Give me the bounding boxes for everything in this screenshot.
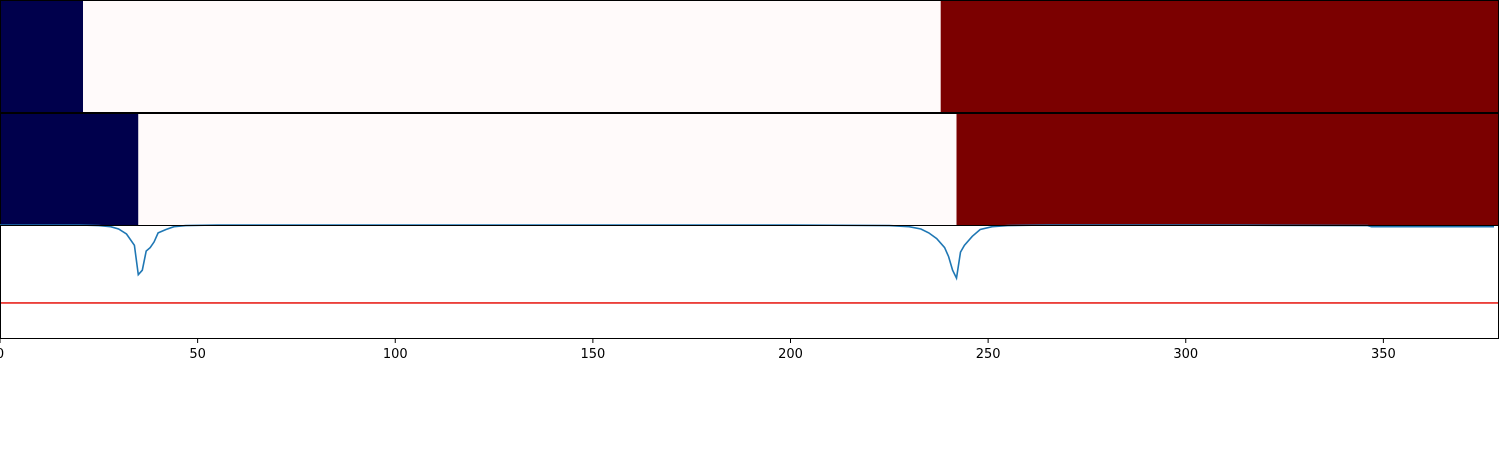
heatmap-band-1-1 xyxy=(138,113,957,225)
heatmap-panel-middle xyxy=(0,113,1499,226)
heatmap-band-0-1 xyxy=(83,0,941,112)
heatmap-band-1-0 xyxy=(0,113,139,225)
x-tick-label-350: 350 xyxy=(1371,347,1396,362)
x-tick-label-50: 50 xyxy=(189,347,206,362)
x-tick-label-300: 300 xyxy=(1173,347,1198,362)
heatmap-band-0-0 xyxy=(0,0,84,112)
x-tick-label-0: 0 xyxy=(0,347,4,362)
panel-frame-0 xyxy=(0,0,1499,113)
line-panel-bottom xyxy=(0,224,1499,339)
x-tick-label-100: 100 xyxy=(383,347,408,362)
heatmap-panel-top xyxy=(0,0,1499,113)
series-line-0 xyxy=(0,224,1494,281)
x-tick-label-250: 250 xyxy=(976,347,1001,362)
x-tick-label-150: 150 xyxy=(580,347,605,362)
panel-frame-2 xyxy=(0,225,1499,339)
x-tick-label-200: 200 xyxy=(778,347,803,362)
heatmap-band-1-2 xyxy=(956,113,1498,225)
x-axis: 0 50 100 150 200 250 300 350 xyxy=(0,338,1396,362)
heatmap-band-0-2 xyxy=(940,0,1498,112)
